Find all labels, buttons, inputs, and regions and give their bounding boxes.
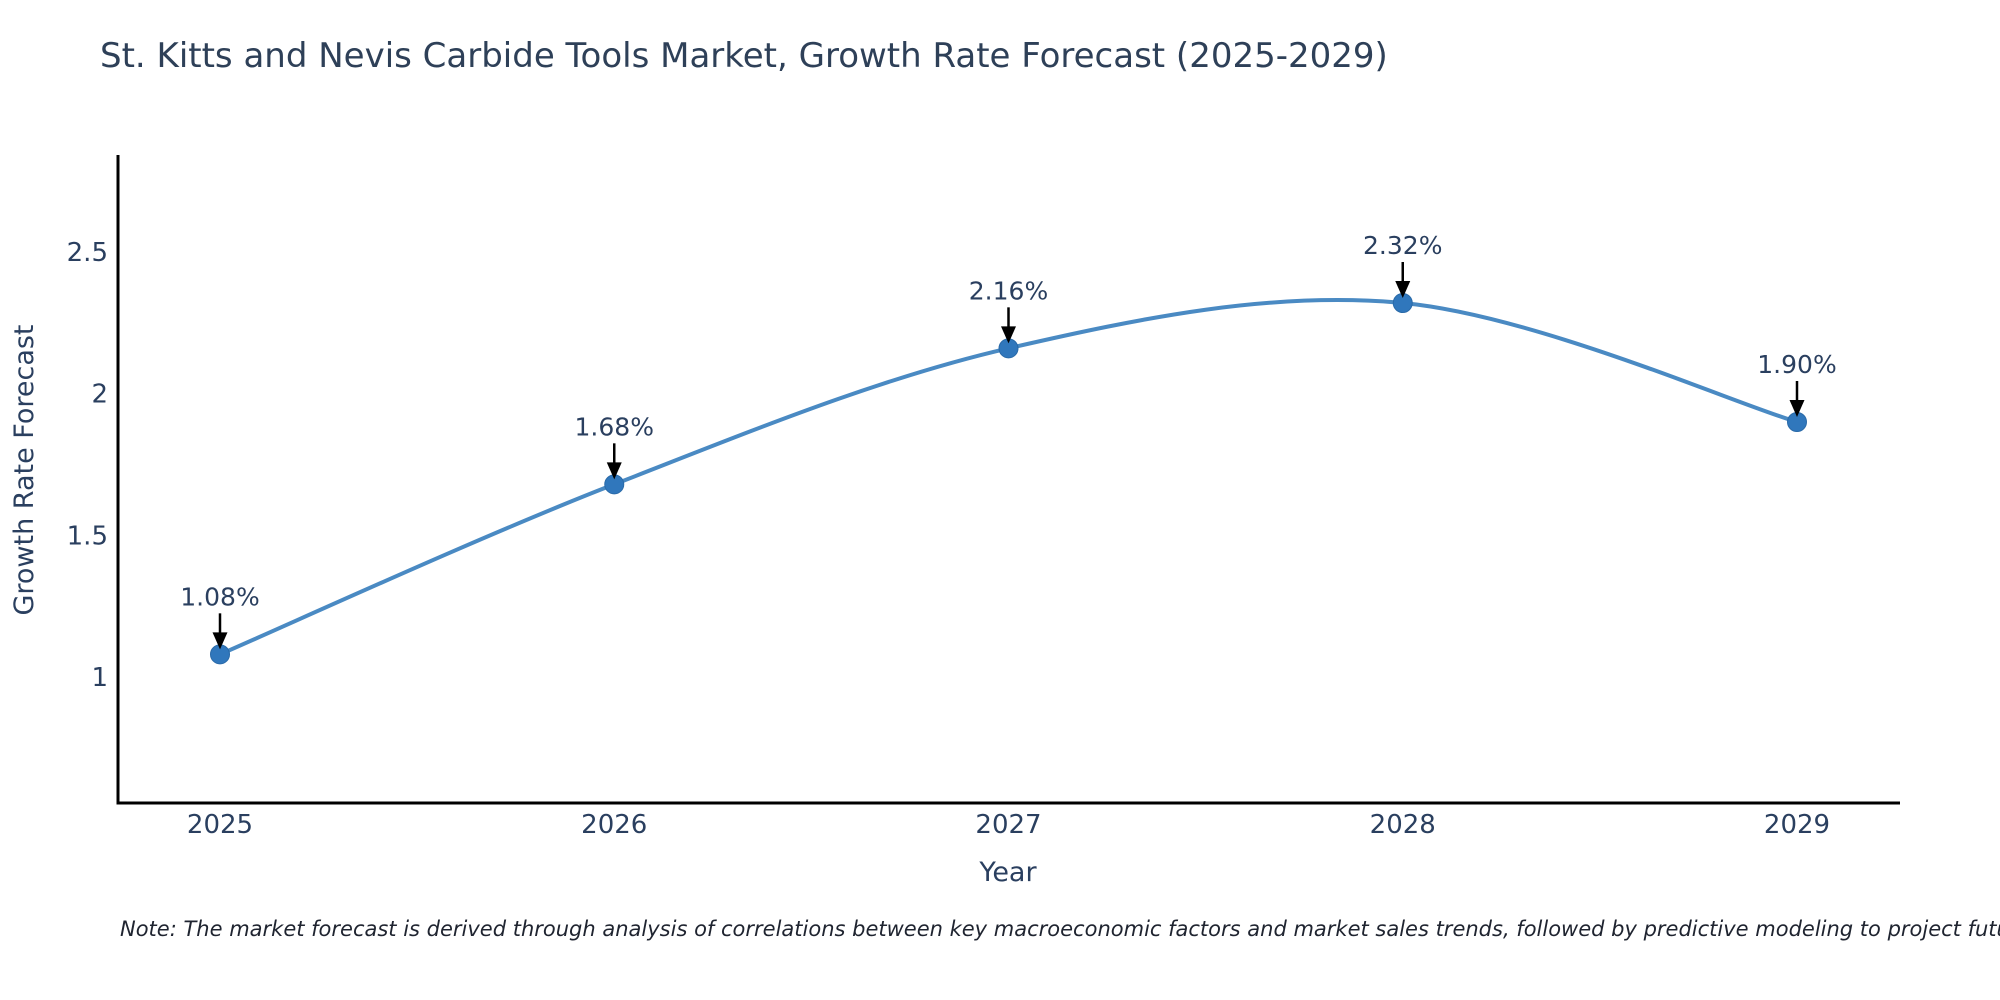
y-tick-label: 2.5 xyxy=(67,238,108,268)
point-annotation-label: 2.32% xyxy=(1363,231,1442,260)
data-point-markers xyxy=(210,293,1807,665)
x-tick-label: 2026 xyxy=(581,810,647,840)
x-tick-label: 2029 xyxy=(1764,810,1830,840)
annotation-arrowhead-icon xyxy=(1789,400,1805,418)
annotation-arrowhead-icon xyxy=(1395,281,1411,299)
annotation-arrowhead-icon xyxy=(1001,326,1016,344)
x-tick-label: 2028 xyxy=(1370,810,1436,840)
annotation-arrowhead-icon xyxy=(212,632,228,650)
point-annotation-label: 1.90% xyxy=(1757,350,1836,379)
y-tick-label: 1 xyxy=(91,663,108,693)
x-axis-title: Year xyxy=(978,857,1037,888)
y-tick-label: 1.5 xyxy=(67,521,108,551)
annotation-arrowhead-icon xyxy=(606,462,622,480)
x-tick-label: 2025 xyxy=(187,810,253,840)
footnote: Note: The market forecast is derived thr… xyxy=(120,917,2000,941)
chart-title: St. Kitts and Nevis Carbide Tools Market… xyxy=(100,36,1388,76)
point-annotation-label: 1.08% xyxy=(180,582,259,611)
y-axis-tick-labels: 1 1.5 2 2.5 xyxy=(67,238,108,693)
point-annotation-label: 2.16% xyxy=(969,276,1048,305)
x-axis-tick-labels: 2025 2026 2027 2028 2029 xyxy=(187,810,1830,840)
point-annotation-label: 1.68% xyxy=(575,412,654,441)
y-axis-title: Growth Rate Forecast xyxy=(9,324,40,615)
x-tick-label: 2027 xyxy=(975,810,1041,840)
y-tick-label: 2 xyxy=(91,380,108,410)
point-annotations: 1.08% 1.68% 2.16% 2.32% 1.90% xyxy=(180,231,1837,650)
